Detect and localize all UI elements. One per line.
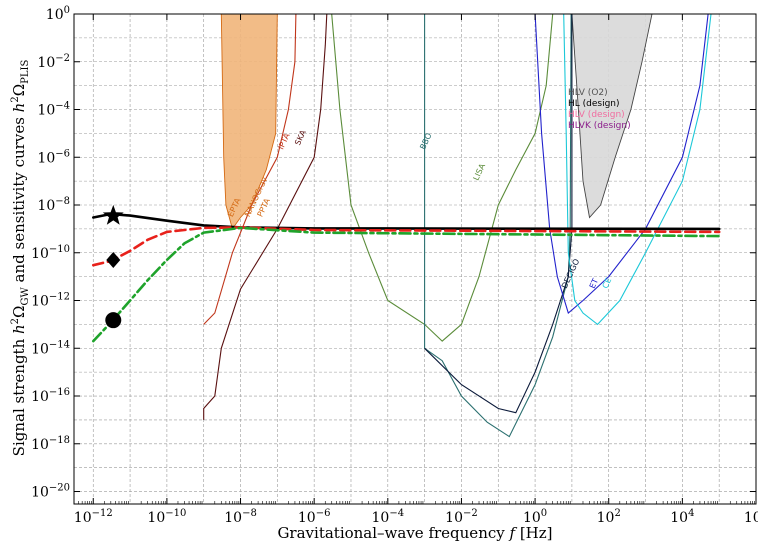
x-tick-label: 10−2 (445, 508, 478, 526)
x-tick-label: 102 (597, 508, 621, 526)
shaded-region (571, 14, 653, 219)
detector-label: ET (588, 277, 600, 290)
legend: HLV (O2)HL (design)HLV (design)HLVK (des… (568, 88, 631, 131)
shaded-region (220, 14, 278, 230)
detector-curves (203, 14, 712, 438)
y-tick-label: 10−6 (37, 148, 70, 166)
detector-curve (424, 14, 573, 414)
y-tick-label: 10−16 (31, 387, 70, 405)
detector-curve (203, 14, 297, 325)
legend-entry: HLV (O2) (568, 88, 608, 98)
detector-curve (534, 14, 709, 314)
diamond-marker (106, 251, 121, 268)
x-tick-label: 106 (744, 508, 758, 526)
legend-entry: HLVK (design) (568, 121, 631, 131)
x-tick-label: 10−10 (147, 508, 186, 526)
signal-curve (92, 226, 721, 343)
x-tick-label: 10−4 (372, 508, 405, 526)
y-tick-label: 10−20 (31, 483, 70, 501)
axis-ticks: 10−12 10−10 10−8 10−6 10−4 10−2 100 102 104 106 10… (31, 5, 758, 526)
x-axis-title: Gravitational–wave frequency f [Hz] (277, 524, 552, 542)
y-tick-label: 10−2 (37, 53, 70, 71)
star-marker (102, 204, 124, 225)
signal-markers (102, 204, 124, 329)
y-tick-label: 10−14 (31, 339, 70, 357)
detector-label: CE (601, 276, 614, 289)
y-axis-title: Signal strength h2ΩGW and sensitivity cu… (10, 60, 31, 457)
y-tick-label: 10−12 (31, 292, 70, 310)
x-tick-label: 104 (670, 508, 694, 526)
plot-background (74, 14, 756, 504)
x-tick-label: 10−8 (224, 508, 257, 526)
x-tick-label: 100 (523, 508, 547, 526)
x-tick-label: 10−6 (298, 508, 331, 526)
legend-entry: HLV (design) (568, 110, 625, 120)
y-tick-label: 10−4 (37, 101, 70, 119)
y-tick-label: 10−10 (31, 244, 70, 262)
x-tick-label: 10−12 (74, 508, 113, 526)
y-tick-label: 10−18 (31, 435, 70, 453)
circle-marker (105, 312, 122, 329)
plot-frame (73, 13, 757, 505)
y-tick-label: 100 (46, 5, 70, 23)
detector-curve (203, 14, 328, 420)
y-tick-label: 10−8 (37, 196, 70, 214)
detector-curve (563, 14, 712, 326)
detector-curve (331, 14, 554, 342)
shaded-regions (220, 14, 653, 230)
legend-entry: HL (design) (568, 99, 620, 109)
